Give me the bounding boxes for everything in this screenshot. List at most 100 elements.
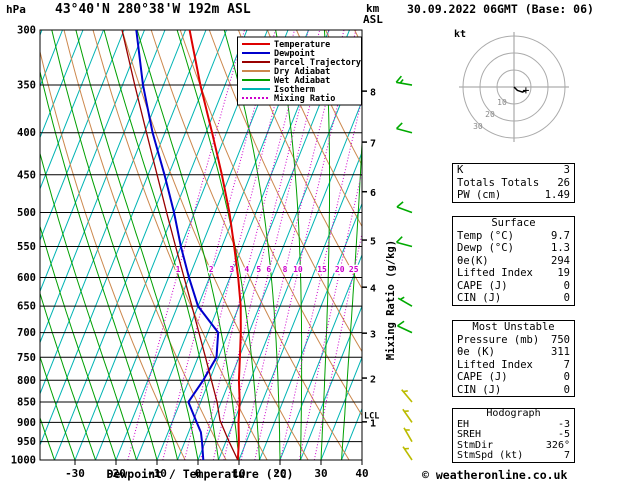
svg-text:30: 30: [473, 122, 483, 131]
svg-text:4: 4: [370, 284, 376, 295]
stat-label: Lifted Index: [457, 267, 533, 279]
stat-row: CAPE (J) 0: [453, 280, 574, 293]
stat-label: StmSpd (kt): [457, 450, 524, 461]
stat-row: SREH -5: [453, 429, 574, 441]
svg-text:0: 0: [195, 467, 202, 480]
pressure-axis-unit-label: hPa: [6, 3, 26, 16]
svg-text:-20: -20: [106, 467, 126, 480]
svg-text:5: 5: [256, 265, 261, 274]
svg-text:2: 2: [209, 265, 214, 274]
svg-text:Wet Adiabat: Wet Adiabat: [274, 75, 330, 86]
svg-text:Parcel Trajectory: Parcel Trajectory: [274, 57, 361, 68]
lcl-label: LCL: [364, 411, 379, 421]
svg-text:800: 800: [17, 375, 36, 387]
stat-row: Dewp (°C) 1.3: [453, 242, 574, 255]
hodograph-ring: [479, 52, 549, 122]
stat-value: 7: [563, 450, 570, 461]
height-axis-labels: 1 2 3 4 5 6 7 8: [362, 88, 376, 429]
wind-barbs: [395, 75, 413, 461]
stat-value: 326°: [545, 439, 570, 451]
svg-text:40: 40: [355, 467, 368, 480]
mixing-ratio-axis-title: Mixing Ratio (g/kg): [385, 240, 397, 360]
svg-text:550: 550: [17, 241, 36, 253]
stats-box-hodograph: Hodograph EH -3 SREH -5 StmDir 326° StmSpd (kt)…: [452, 408, 575, 463]
stat-row: Lifted Index 19: [453, 267, 574, 280]
stats-box-surface: Surface Temp (°C) 9.7 Dewp (°C) 1.3 θe(K) 294 L…: [452, 216, 575, 306]
svg-text:Isotherm: Isotherm: [274, 85, 315, 95]
svg-text:450: 450: [17, 169, 36, 181]
svg-text:-10: -10: [147, 467, 167, 480]
copyright: © weatheronline.co.uk: [422, 468, 568, 482]
svg-text:400: 400: [17, 127, 36, 139]
svg-text:300: 300: [17, 25, 36, 37]
svg-text:20: 20: [335, 265, 345, 274]
stat-label: EH: [457, 418, 470, 430]
surface-section-title: Surface: [491, 217, 536, 229]
stat-value: 19: [557, 267, 570, 279]
stat-value: 3: [563, 164, 570, 176]
stat-label: θe (K): [457, 346, 495, 358]
stat-label: Pressure (mb): [457, 333, 540, 346]
svg-text:950: 950: [17, 436, 36, 448]
stat-value: 1.49: [544, 189, 570, 201]
svg-text:6: 6: [370, 188, 376, 199]
svg-text:2: 2: [370, 375, 376, 386]
stat-value: -5: [557, 429, 570, 440]
svg-text:1: 1: [370, 418, 376, 429]
svg-text:3: 3: [370, 330, 376, 341]
mixing-ratio-value-labels: 1 2 3 4 5 6 8 10 15 20 25: [174, 264, 360, 276]
stat-row: Temp (°C) 9.7: [453, 230, 574, 243]
stat-row: StmSpd (kt) 7: [453, 450, 574, 462]
svg-text:650: 650: [17, 301, 36, 313]
stat-label: StmDir: [457, 439, 494, 451]
svg-text:7: 7: [370, 139, 376, 150]
station-title: 43°40'N 280°38'W 192m ASL: [55, 2, 251, 17]
svg-text:30: 30: [314, 467, 327, 480]
svg-text:4: 4: [244, 265, 249, 274]
svg-text:Dry Adiabat: Dry Adiabat: [274, 66, 330, 77]
stat-value: 294: [551, 254, 570, 267]
svg-text:6: 6: [266, 265, 271, 274]
stats-box-most-unstable: Most Unstable Pressure (mb) 750 θe (K) 311 Li…: [452, 320, 575, 397]
svg-text:8: 8: [370, 88, 376, 99]
svg-text:Mixing Ratio: Mixing Ratio: [274, 93, 335, 104]
stat-label: CIN (J): [457, 292, 502, 304]
stat-row: EH -3: [453, 418, 574, 431]
svg-text:600: 600: [17, 272, 36, 284]
stat-row: θe(K) 294: [453, 255, 574, 268]
svg-text:-30: -30: [65, 467, 85, 480]
svg-text:500: 500: [17, 207, 36, 219]
stat-value: -3: [557, 418, 570, 430]
hodograph-trace: [513, 86, 527, 93]
stat-value: 0: [563, 279, 570, 292]
hodograph-unit-label: kt: [454, 29, 466, 40]
stat-value: 26: [557, 176, 570, 189]
svg-text:8: 8: [283, 265, 288, 274]
temperature-curve: [188, 30, 242, 460]
stat-label: CAPE (J): [457, 279, 508, 292]
svg-text:350: 350: [17, 80, 36, 92]
svg-text:15: 15: [317, 265, 327, 274]
stats-box-indices: K 3 Totals Totals 26 PW (cm) 1.49: [452, 163, 575, 203]
skewt-chart: 3003504004505005506006507007508008509009…: [11, 25, 413, 481]
stat-label: K: [457, 164, 464, 176]
stat-label: θe(K): [457, 254, 489, 267]
svg-text:1000: 1000: [11, 455, 36, 467]
svg-text:20: 20: [485, 110, 495, 119]
most-unstable-section-title: Most Unstable: [472, 321, 555, 333]
dewpoint-curve: [135, 30, 220, 460]
svg-text:3: 3: [229, 265, 234, 274]
stat-label: Totals Totals: [457, 176, 540, 189]
stat-row: CAPE (J) 0: [453, 371, 574, 384]
svg-text:900: 900: [17, 417, 36, 429]
svg-text:5: 5: [370, 237, 376, 248]
svg-text:Dewpoint: Dewpoint: [274, 48, 315, 59]
stat-value: 9.7: [551, 229, 570, 242]
stat-row: CIN (J) 0: [453, 384, 574, 397]
pressure-axis-labels: 300 350 400 450 500 550 600 650 700 750 800 850 900 9…: [11, 25, 36, 467]
svg-text:1: 1: [176, 265, 181, 274]
stat-label: PW (cm): [457, 189, 502, 201]
